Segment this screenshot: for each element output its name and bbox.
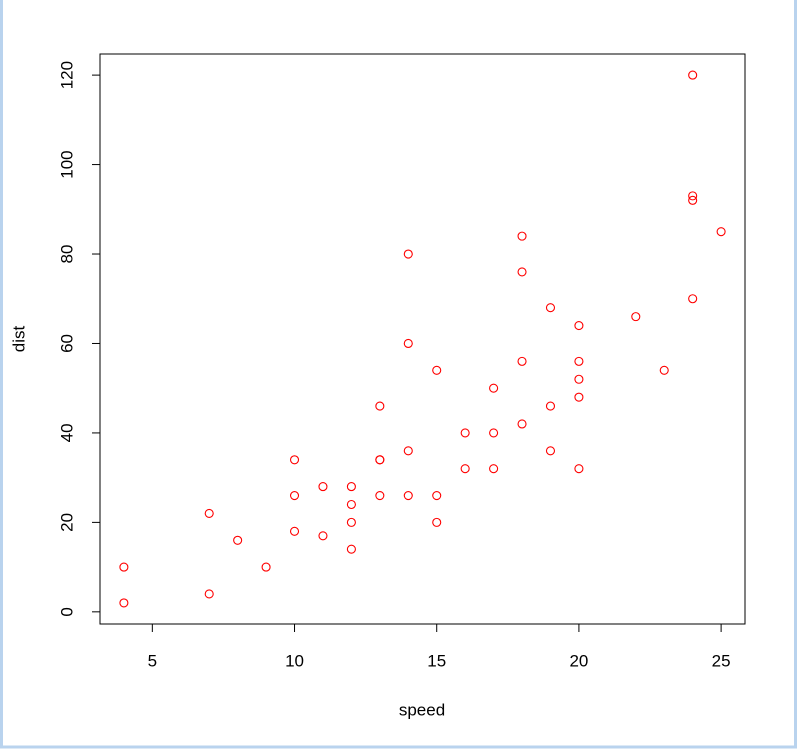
point <box>346 482 356 492</box>
point <box>688 294 698 304</box>
point <box>375 490 385 501</box>
point <box>631 312 641 322</box>
point <box>289 526 300 536</box>
point <box>233 535 243 545</box>
point <box>517 231 527 241</box>
y-tick-label: 20 <box>57 513 76 532</box>
point <box>716 227 726 237</box>
point <box>289 455 300 465</box>
point <box>318 531 328 541</box>
point <box>688 191 698 201</box>
point <box>545 446 556 456</box>
point <box>545 303 556 313</box>
y-tick-label: 80 <box>57 245 76 264</box>
point <box>489 464 499 474</box>
point <box>346 544 356 554</box>
point <box>545 401 556 411</box>
point <box>432 517 442 527</box>
point <box>688 70 698 80</box>
point <box>517 267 527 277</box>
point <box>204 589 214 599</box>
point <box>517 419 527 429</box>
point <box>574 374 584 384</box>
point <box>403 490 413 501</box>
x-tick-label: 20 <box>569 651 588 670</box>
point <box>574 464 584 474</box>
point <box>403 446 413 456</box>
y-tick-label: 40 <box>57 423 76 442</box>
x-axis-label: speed <box>399 700 445 719</box>
point <box>574 321 584 331</box>
point <box>460 428 470 438</box>
point <box>460 464 470 474</box>
y-tick-label: 100 <box>57 150 76 178</box>
point <box>489 428 499 438</box>
point <box>489 383 499 393</box>
x-tick-label: 5 <box>148 651 157 670</box>
point <box>318 482 328 492</box>
y-axis-label: dist <box>9 326 28 353</box>
point <box>517 356 527 366</box>
point <box>375 455 385 465</box>
point <box>375 401 385 411</box>
y-tick-label: 120 <box>57 61 76 89</box>
point <box>688 195 698 205</box>
point <box>432 365 442 375</box>
x-tick-label: 10 <box>285 651 304 670</box>
point <box>119 598 129 608</box>
point <box>204 508 214 518</box>
point <box>432 490 442 501</box>
point <box>574 392 584 402</box>
point <box>346 517 356 527</box>
x-tick-label: 15 <box>427 651 446 670</box>
point <box>659 365 669 375</box>
point <box>289 490 300 501</box>
y-tick-label: 60 <box>57 334 76 353</box>
point <box>346 499 356 510</box>
x-tick-label: 25 <box>712 651 731 670</box>
y-tick-label: 0 <box>57 607 76 616</box>
point <box>261 562 271 572</box>
point <box>403 338 413 349</box>
point <box>119 562 129 572</box>
point <box>403 249 413 259</box>
point <box>574 356 584 366</box>
